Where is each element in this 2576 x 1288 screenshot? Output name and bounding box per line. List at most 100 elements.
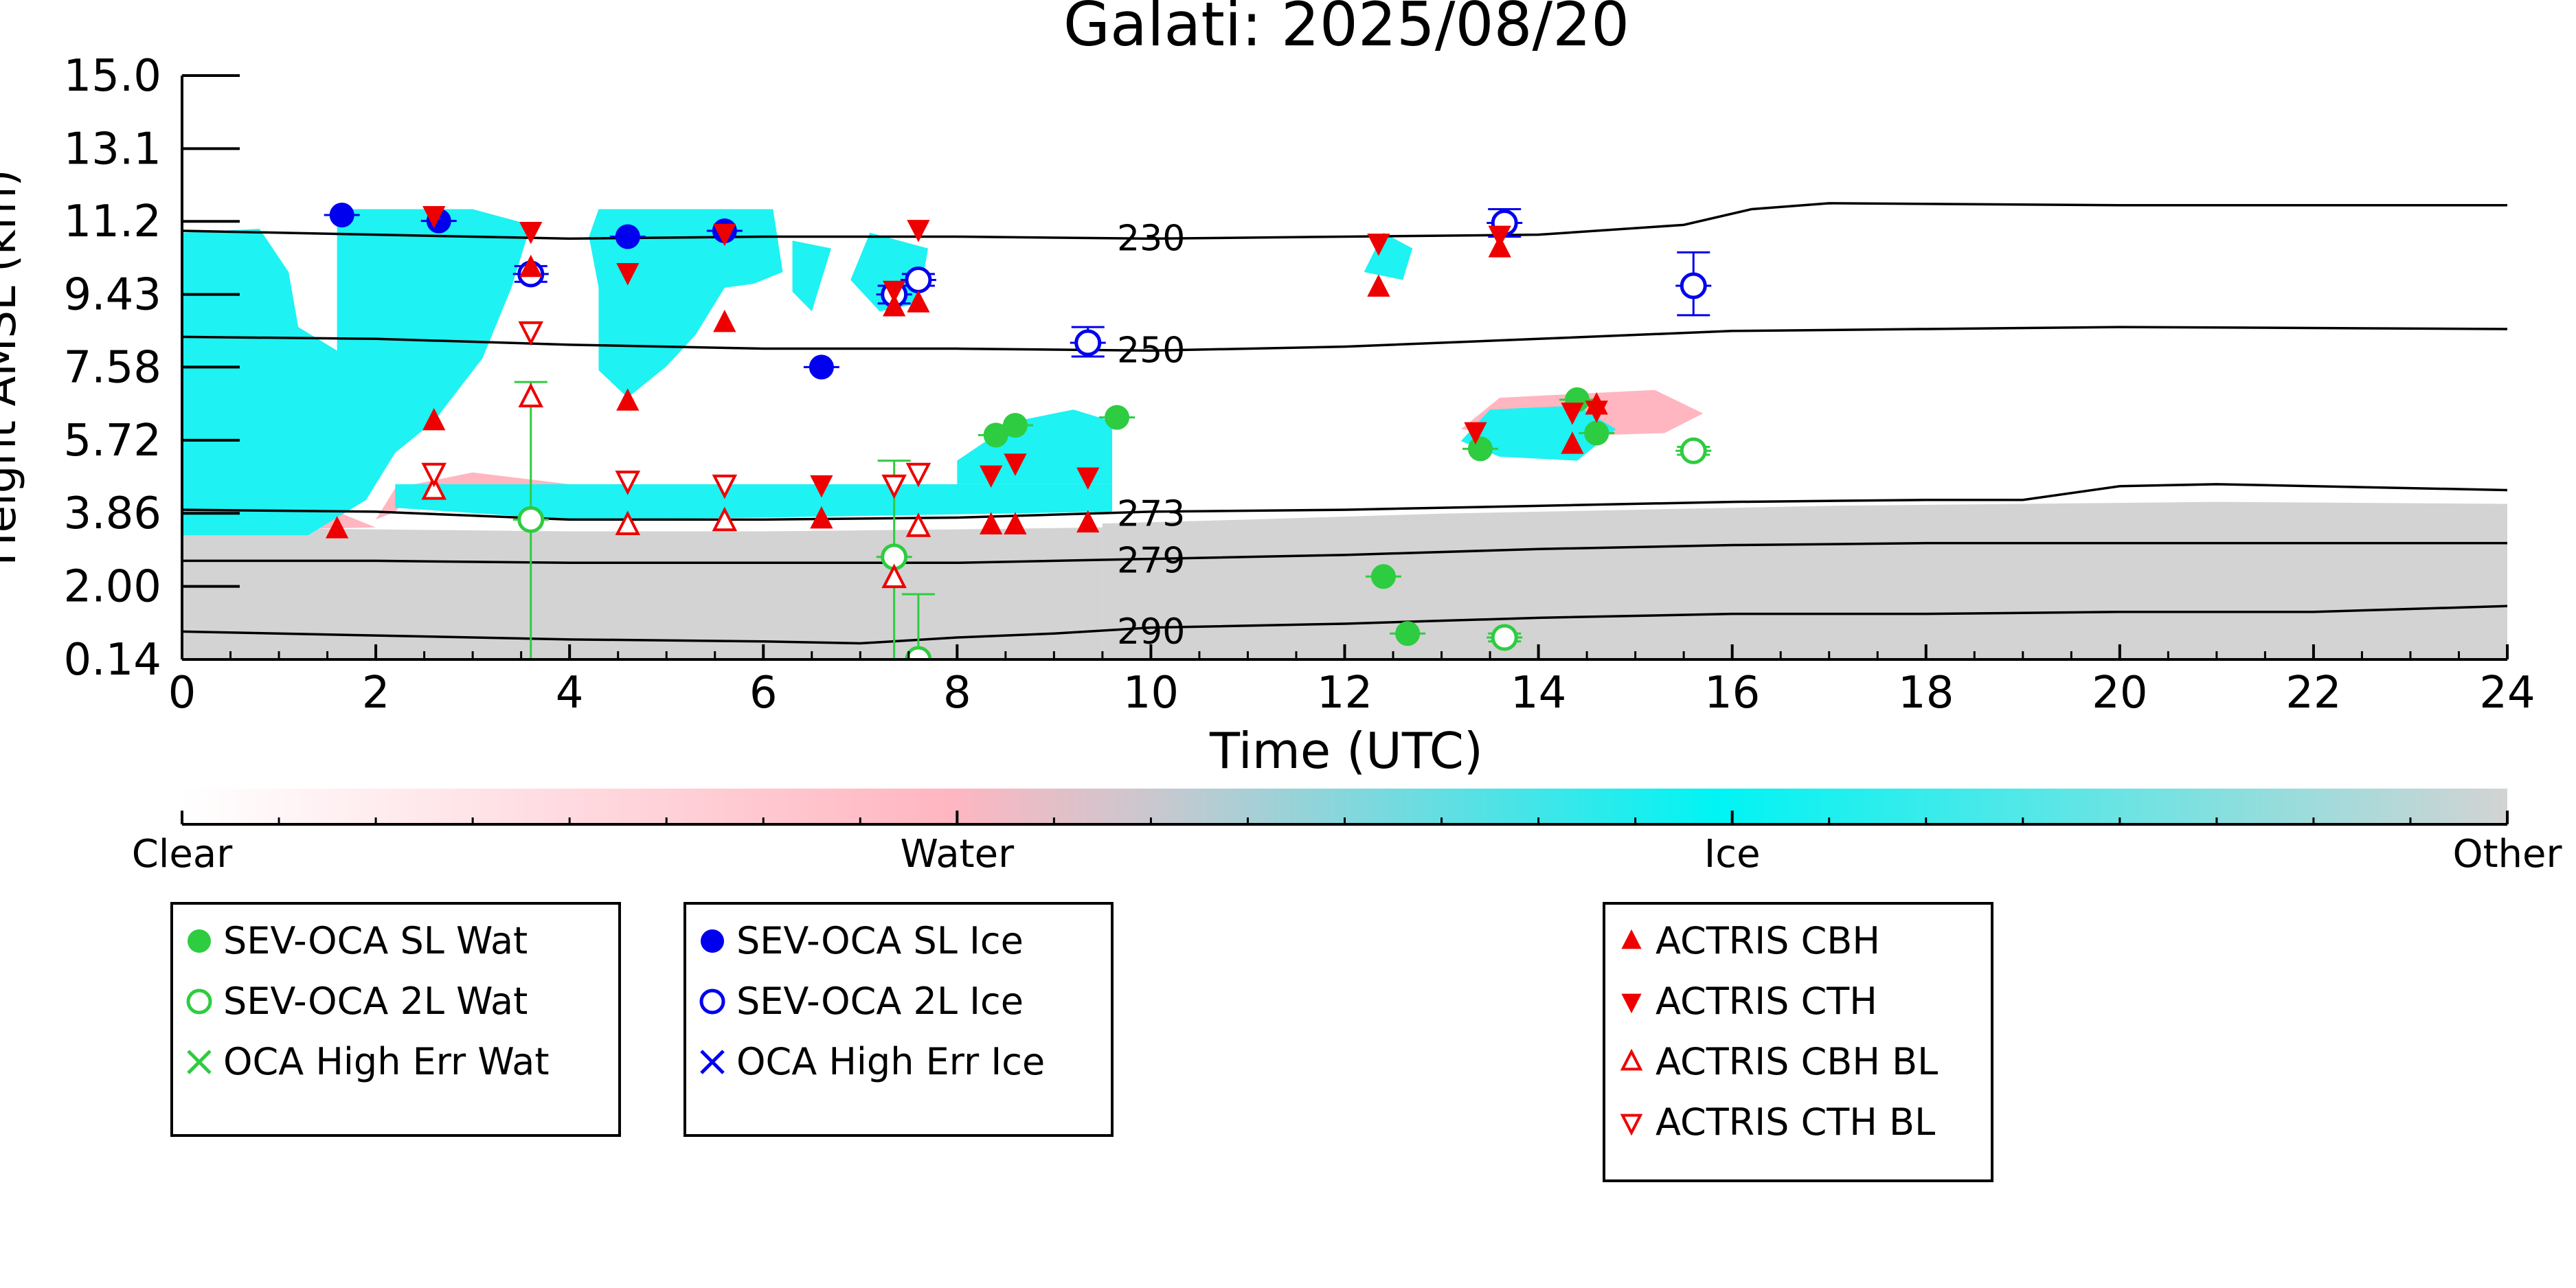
legend-entry: OCA High Err Ice	[736, 1040, 1045, 1083]
actris-cth-bl-point	[905, 462, 931, 488]
sev-oca-2l-wat-point	[1680, 437, 1707, 464]
actris-cth-bl-point	[615, 471, 641, 495]
actris-cbh-point	[883, 294, 906, 317]
isotherm-label-250: 250	[1117, 330, 1185, 372]
sev-oca-sl-ice-point	[615, 224, 640, 249]
isotherm-layer	[182, 202, 2507, 645]
colorbar-label-other: Other	[2452, 832, 2562, 877]
legends: SEV-OCA SL Wat SEV-OCA 2L Wat OCA High Err…	[170, 902, 1993, 1182]
ice-region	[1364, 232, 1413, 280]
actris-cbh-point	[1004, 512, 1027, 534]
legend-entry: OCA High Err Wat	[223, 1040, 550, 1083]
actris-cbh-bl-point	[421, 475, 447, 500]
y-tick-label: 2.00	[64, 562, 162, 613]
actris-cbh-point	[1367, 274, 1390, 297]
x-axis-ticks: 0 2 4 6 8 10 12 14 16 18 20 22 24	[168, 644, 2535, 719]
actris-cbh-bl-point	[615, 510, 641, 535]
sev-oca-sl-wat-point	[1584, 420, 1609, 446]
sev-oca-sl-wat-point	[1467, 436, 1493, 462]
isotherm-273	[182, 483, 2507, 521]
sev-oca-2l-ice-point	[1074, 329, 1102, 357]
sev-oca-sl-ice-point	[809, 354, 834, 380]
legend-entry: ACTRIS CBH	[1656, 919, 1880, 962]
x-tick-label: 10	[1123, 668, 1179, 719]
legend-marker	[186, 988, 212, 1015]
actris-cth-point	[1585, 400, 1608, 423]
actris-cbh-point	[326, 516, 349, 539]
colorbar-label-water: Water	[901, 832, 1015, 877]
sev-oca-2l-ice-point	[1680, 272, 1707, 300]
legend-marker	[187, 1050, 212, 1074]
actris-cth-bl-point	[881, 474, 907, 499]
actris-cth-point	[713, 223, 736, 247]
x-axis-label: Time (UTC)	[1209, 722, 1483, 780]
x-tick-label: 18	[1898, 668, 1954, 719]
sev-oca-sl-wat-point	[1002, 413, 1028, 438]
y-axis-label: Height AMSL (km)	[0, 170, 26, 566]
actris-cbh-bl-point	[518, 383, 544, 408]
actris-cth-bl-point	[712, 474, 738, 499]
legend-entry: SEV-OCA 2L Ice	[736, 980, 1024, 1023]
legend-marker	[1620, 1048, 1643, 1071]
chart-title: Galati: 2025/08/20	[1063, 0, 1629, 60]
colorbar-ticks: Clear Water Ice Other	[132, 811, 2562, 877]
isotherm-label-279: 279	[1117, 540, 1185, 581]
actris-cbh-point	[519, 254, 543, 278]
actris-cbh-point	[907, 290, 930, 313]
legend-box-1: SEV-OCA SL Wat SEV-OCA 2L Wat OCA High Err…	[170, 902, 621, 1137]
actris-cbh-point	[1561, 431, 1584, 454]
y-tick-label: 9.43	[64, 270, 162, 321]
y-tick-label: 5.72	[64, 416, 162, 466]
actris-cth-point	[1076, 467, 1100, 490]
y-tick-label: 0.14	[64, 635, 162, 686]
legend-entry: SEV-OCA SL Ice	[736, 919, 1024, 962]
y-tick-label: 13.1	[64, 124, 162, 174]
y-tick-label: 11.2	[64, 196, 162, 247]
colorbar-label-ice: Ice	[1704, 832, 1761, 877]
sev-oca-sl-wat-point	[983, 422, 1008, 448]
isotherm-250	[182, 326, 2507, 352]
legend-marker	[1621, 993, 1642, 1014]
ice-region	[792, 240, 831, 312]
isotherm-label-230: 230	[1117, 218, 1185, 260]
sev-oca-2l-wat-point	[517, 506, 545, 533]
isotherm-230	[182, 202, 2507, 240]
x-tick-label: 20	[2092, 668, 2147, 719]
sev-oca-sl-wat-point	[1105, 405, 1130, 430]
sev-oca-sl-ice-point	[329, 203, 354, 228]
actris-cth-point	[616, 263, 640, 286]
isotherm-279	[182, 541, 2507, 565]
actris-cth-point	[519, 221, 543, 245]
marker-layer	[326, 203, 1707, 659]
legend-box-2: SEV-OCA SL Ice SEV-OCA 2L Ice OCA High Err…	[683, 902, 1114, 1137]
y-tick-label: 3.86	[64, 488, 162, 539]
colorbar-label-clear: Clear	[132, 832, 233, 877]
sev-oca-sl-wat-point	[1395, 621, 1421, 646]
legend-entry: SEV-OCA SL Wat	[223, 919, 528, 962]
x-tick-label: 8	[943, 668, 971, 719]
sev-oca-sl-wat-point	[1370, 564, 1396, 589]
isotherm-290	[182, 605, 2507, 645]
legend-marker	[1620, 1114, 1643, 1136]
actris-cth-point	[980, 465, 1003, 488]
actris-cbh-bl-point	[905, 512, 931, 537]
legend-entry: SEV-OCA 2L Wat	[223, 980, 528, 1023]
isotherm-label-273: 273	[1117, 494, 1185, 535]
x-tick-label: 6	[749, 668, 778, 719]
actris-cbh-point	[810, 506, 833, 529]
actris-cbh-point	[1076, 510, 1100, 533]
y-tick-label: 15.0	[64, 51, 162, 102]
legend-marker	[188, 929, 211, 953]
x-tick-label: 12	[1317, 668, 1372, 719]
actris-cbh-point	[980, 512, 1003, 534]
sev-oca-2l-wat-point	[905, 646, 932, 659]
sev-oca-2l-ice-point	[905, 266, 932, 293]
actris-cbh-bl-point	[881, 563, 907, 589]
actris-cth-point	[1004, 453, 1027, 476]
actris-cbh-point	[713, 309, 736, 332]
legend-frame	[1603, 902, 1993, 1182]
actris-cth-bl-point	[421, 462, 447, 488]
legend-marker	[1621, 929, 1642, 949]
x-tick-label: 0	[168, 668, 196, 719]
legend-frame	[170, 902, 621, 1137]
